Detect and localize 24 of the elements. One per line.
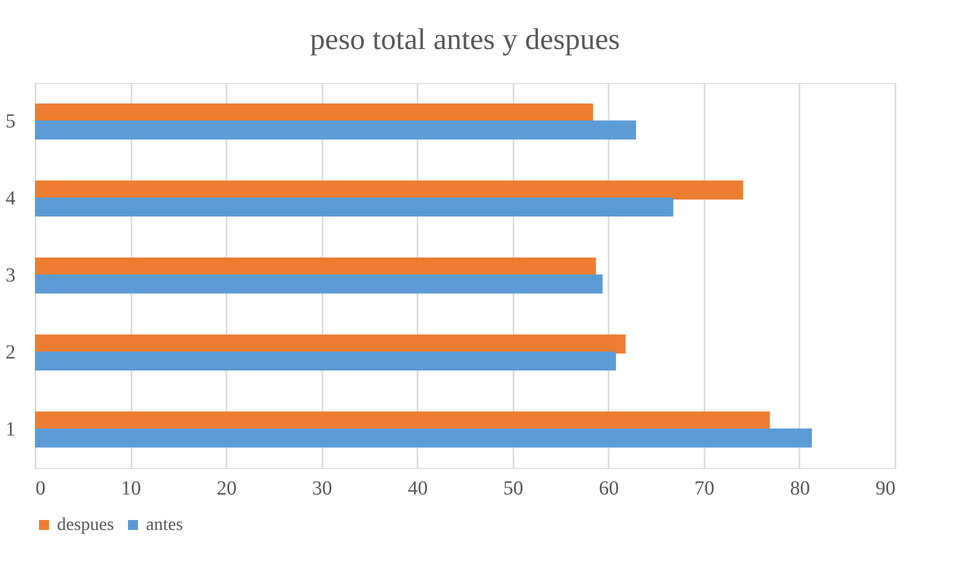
x-tick-label: 50 [503, 478, 524, 500]
y-tick-label: 4 [6, 188, 16, 210]
x-tick-label: 30 [312, 478, 332, 500]
x-tick-label: 70 [694, 478, 714, 500]
x-tick-label: 10 [121, 478, 142, 500]
x-tick-label: 60 [598, 478, 619, 500]
y-tick-label: 3 [6, 264, 16, 286]
bar [35, 180, 744, 200]
legend-label: despues [57, 514, 114, 534]
legend-label: antes [146, 514, 183, 534]
x-tick-label: 40 [408, 478, 428, 500]
y-tick-label: 5 [6, 110, 16, 132]
y-tick-label: 1 [6, 418, 16, 440]
x-tick-label: 80 [790, 478, 810, 500]
bar [35, 274, 603, 294]
x-tick-label: 0 [36, 478, 46, 500]
x-tick-label: 20 [216, 478, 237, 500]
x-tick-label: 90 [876, 478, 896, 500]
bar [35, 197, 674, 216]
y-tick-label: 2 [6, 342, 16, 364]
bar [35, 120, 636, 140]
bar [35, 351, 616, 370]
chart-title: peso total antes y despues [310, 23, 620, 56]
bar [35, 428, 812, 448]
